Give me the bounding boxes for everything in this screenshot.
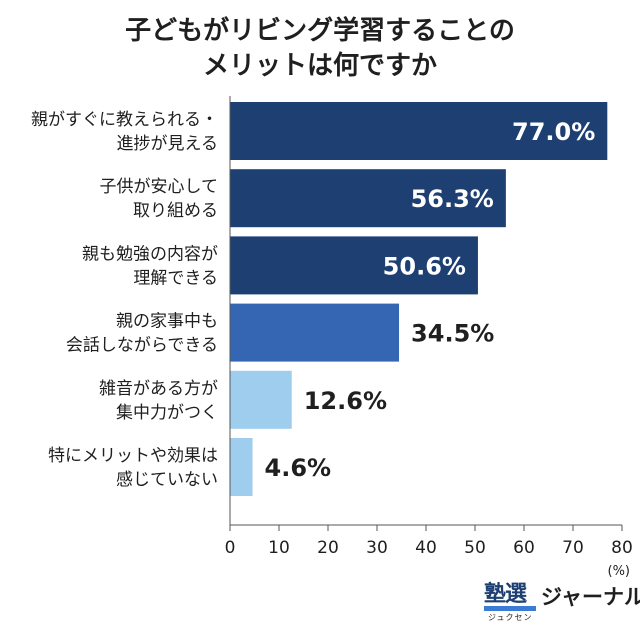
x-tick-label: 20 (317, 538, 339, 558)
chart-title-line2: メリットは何ですか (202, 51, 437, 81)
x-tick-label: 40 (415, 538, 437, 558)
category-label: 感じていない (116, 470, 218, 490)
bar (230, 102, 608, 160)
chart-title-line1: 子どもがリビング学習することの (125, 16, 515, 46)
bar (230, 169, 506, 228)
x-axis-unit: (%) (608, 564, 631, 579)
category-label: 理解できる (133, 268, 218, 288)
x-tick-label: 60 (513, 538, 535, 558)
category-label: 雑音がある方が (99, 379, 218, 399)
category-label: 特にメリットや効果は (48, 446, 218, 466)
bar-value-label: 56.3% (411, 185, 494, 213)
category-label: 会話しながらできる (66, 336, 218, 356)
category-label: 親がすぐに教えられる・ (31, 110, 218, 130)
bar (230, 438, 253, 496)
bar (230, 236, 478, 295)
category-label: 集中力がつく (116, 403, 218, 423)
category-label: 取り組める (133, 201, 218, 221)
x-tick-label: 70 (562, 538, 584, 558)
bar-value-label: 50.6% (383, 252, 466, 280)
logo-kanji: 塾選 (484, 582, 527, 607)
category-label: 親も勉強の内容が (82, 244, 218, 264)
x-tick-label: 80 (611, 538, 633, 558)
logo-mark: 塾選 ジュクセン (484, 576, 536, 622)
category-label: 子供が安心して (100, 177, 219, 197)
x-tick-label: 50 (464, 538, 486, 558)
bar-value-label: 77.0% (512, 118, 595, 146)
category-label: 進捗が見える (117, 134, 219, 154)
logo-small-kana: ジュクセン (488, 613, 533, 622)
bar-value-label: 4.6% (265, 454, 332, 482)
site-logo: 塾選 ジュクセン ジャーナル (484, 576, 640, 626)
x-tick-label: 0 (225, 538, 236, 558)
logo-strip (484, 606, 536, 611)
bar-value-label: 12.6% (304, 387, 387, 415)
logo-word: ジャーナル (541, 585, 640, 609)
bar-value-label: 34.5% (411, 320, 494, 348)
category-label: 親の家事中も (116, 312, 218, 332)
x-tick-label: 10 (268, 538, 290, 558)
bar (230, 370, 292, 429)
bar (230, 303, 400, 362)
x-tick-label: 30 (366, 538, 388, 558)
